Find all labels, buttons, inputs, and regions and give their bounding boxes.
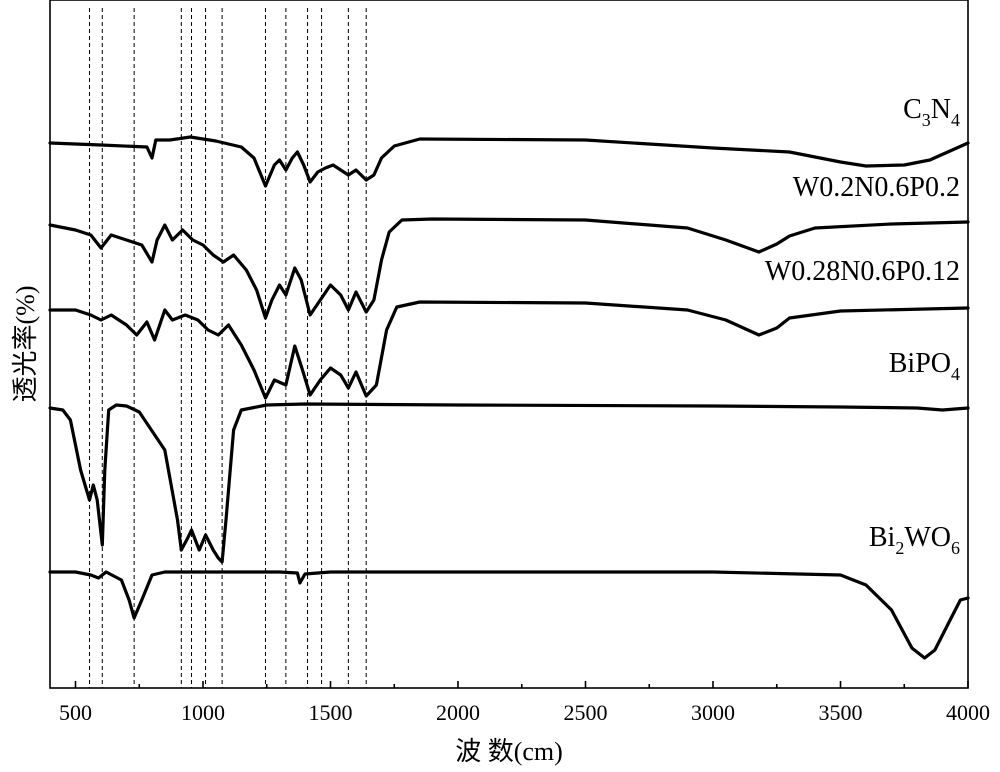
plot-frame	[49, 0, 969, 689]
x-axis-title: 波 数(cm)	[455, 737, 563, 766]
series-label-0: C3​N4​	[903, 94, 960, 130]
series-label-4: Bi2​WO6​	[869, 522, 960, 558]
series-label-2: W0.28N0.6P0.12	[765, 256, 960, 287]
series-labels: C3​N4​ W0.2N0.6P0.2 W0.28N0.6P0.12 BiPO4​ Bi…	[765, 94, 960, 558]
spectrum-line-1	[48, 217, 970, 320]
x-tick-label-5: 3000	[691, 700, 735, 725]
x-tick-label-6: 3500	[819, 700, 863, 725]
x-tick-label-3: 2000	[436, 700, 480, 725]
x-axis-ticks: 500 1000 1500 2000 2500 3000 3500 4000	[59, 681, 990, 725]
y-axis-title: 透光率(%)	[11, 286, 40, 403]
reference-lines	[89, 8, 367, 688]
spectrum-line-2	[48, 300, 970, 400]
x-tick-label-4: 2500	[564, 700, 608, 725]
series-label-1: W0.2N0.6P0.2	[793, 172, 960, 203]
spectrum-line-4	[48, 570, 970, 660]
x-tick-label-1: 1000	[181, 700, 225, 725]
spectrum-line-0	[48, 135, 970, 188]
x-tick-label-7: 4000	[946, 700, 990, 725]
x-tick-label-0: 500	[59, 700, 92, 725]
spectra	[48, 135, 970, 660]
series-label-3: BiPO4​	[889, 348, 960, 384]
x-tick-label-2: 1500	[309, 700, 353, 725]
spectrum-line-3	[48, 402, 970, 564]
